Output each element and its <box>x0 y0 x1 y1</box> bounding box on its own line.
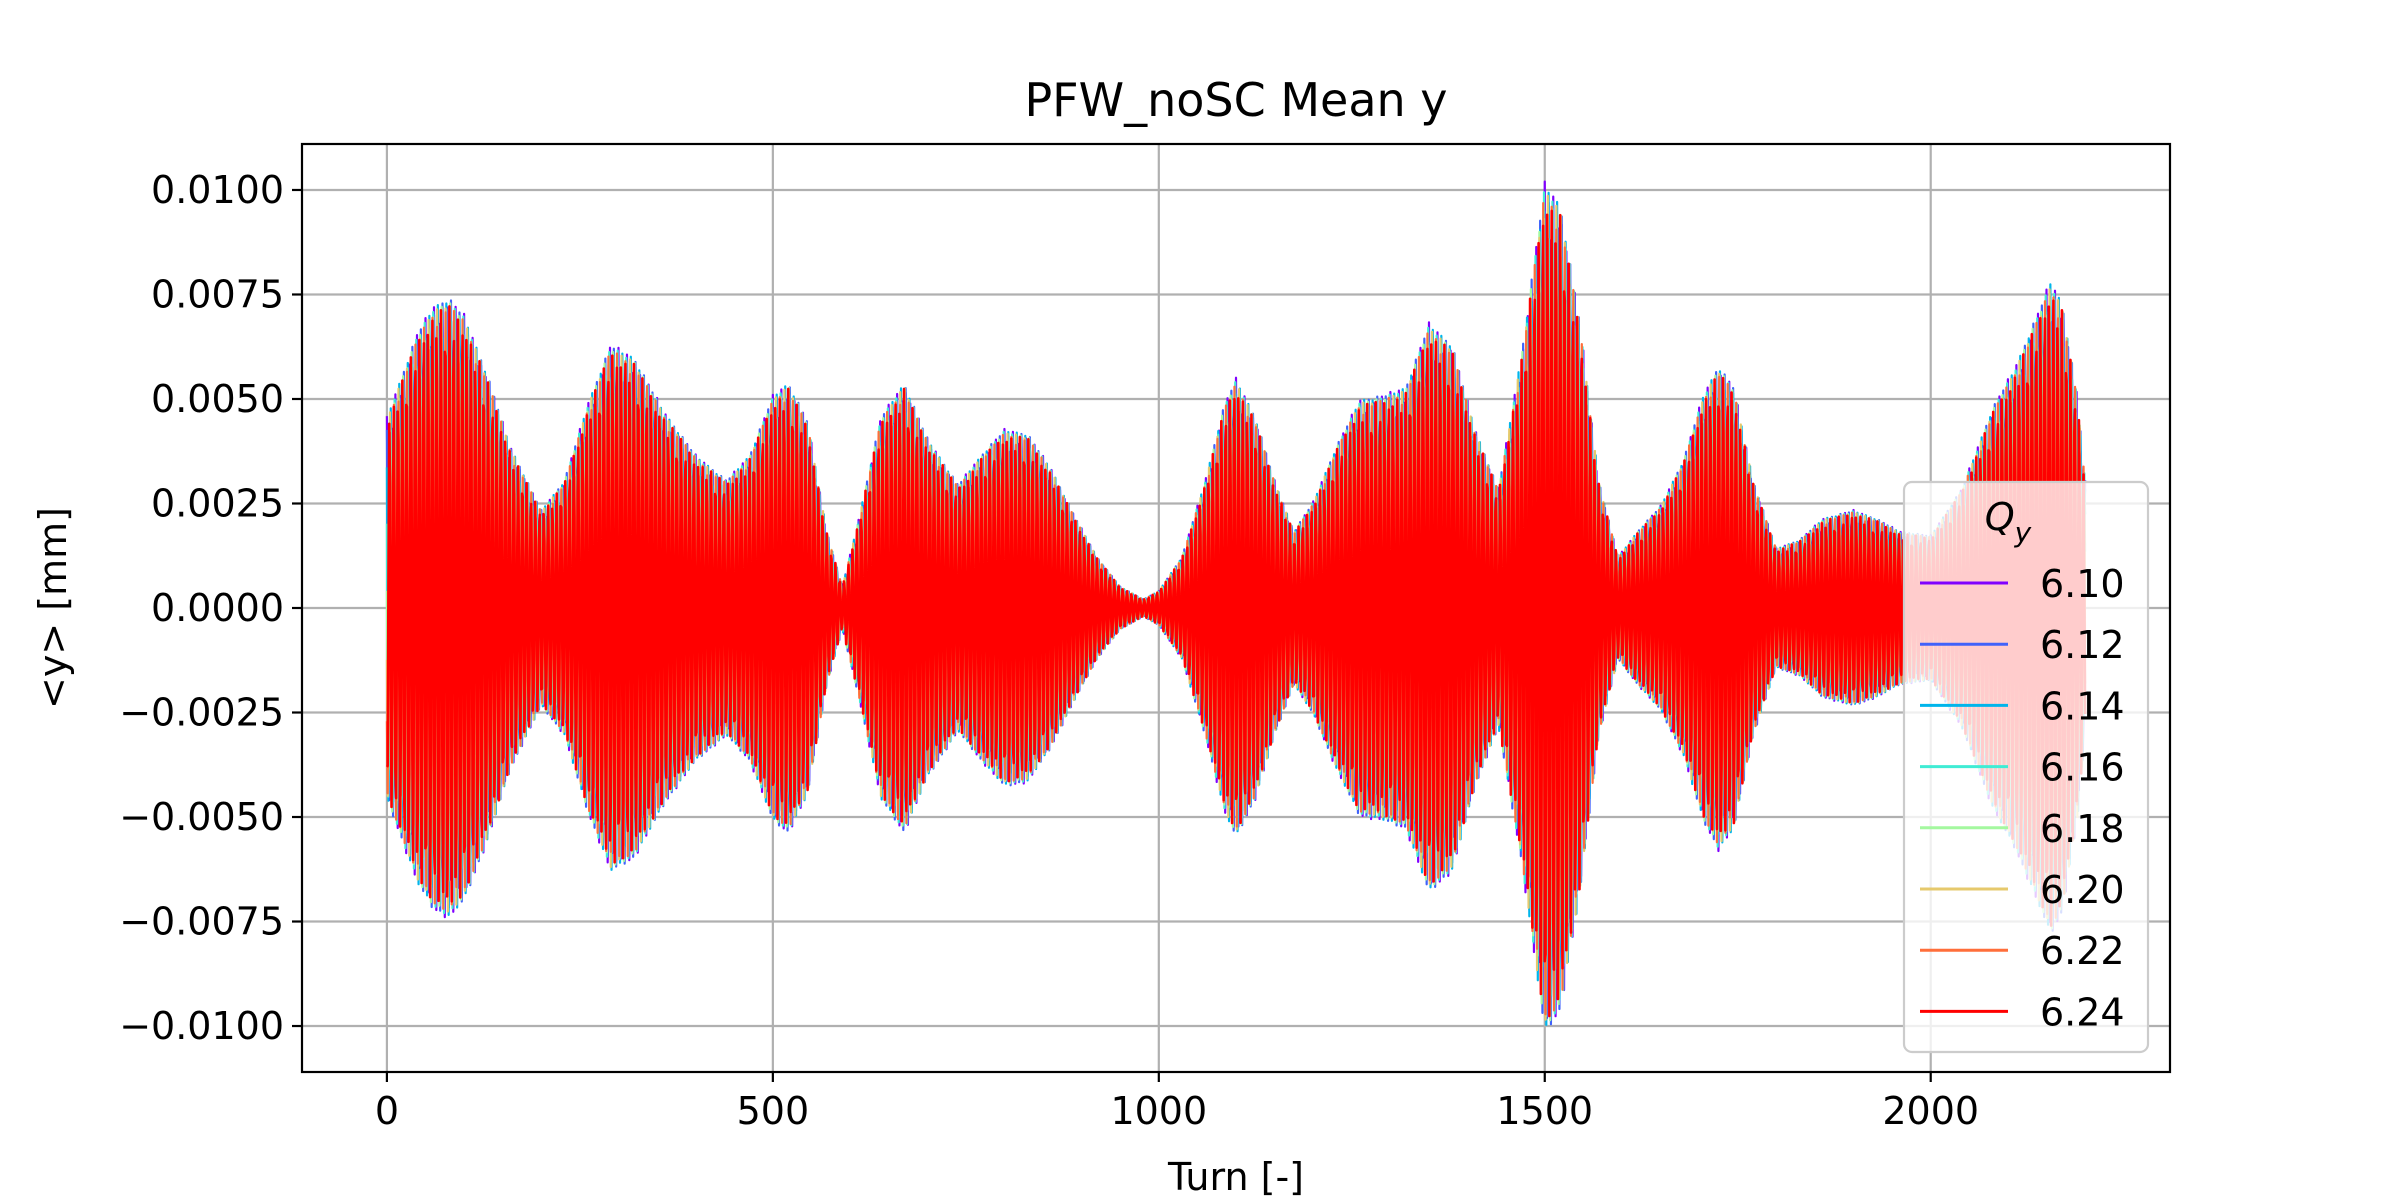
series-group <box>385 180 2087 1026</box>
legend-label: 6.22 <box>2040 929 2125 973</box>
y-tick-label: 0.0050 <box>151 377 284 421</box>
x-axis-label: Turn [-] <box>1167 1155 1304 1199</box>
legend-label: 6.10 <box>2040 562 2125 606</box>
x-tick-label: 1500 <box>1496 1089 1593 1133</box>
legend: Qy 6.10 6.12 6.14 6.16 6.18 6.20 6.22 6.24 <box>1902 480 2150 1054</box>
legend-entries: 6.10 6.12 6.14 6.16 6.18 6.20 6.22 6.24 <box>1920 562 2125 1034</box>
y-tick-label: −0.0025 <box>119 691 284 735</box>
x-axis: 0 500 1000 1500 2000 <box>375 1072 1979 1133</box>
x-tick-label: 2000 <box>1882 1089 1979 1133</box>
legend-title-main: Q <box>1985 495 2015 539</box>
y-axis: 0.0100 0.0075 0.0050 0.0025 0.0000 −0.0025 −0.… <box>119 168 302 1048</box>
y-axis-label: <y> [mm] <box>31 507 75 709</box>
y-tick-label: 0.0100 <box>151 168 284 212</box>
legend-label: 6.16 <box>2040 746 2125 790</box>
y-tick-label: 0.0000 <box>151 586 284 630</box>
chart-title: PFW_noSC Mean y <box>1024 73 1447 127</box>
legend-label: 6.12 <box>2040 623 2125 667</box>
legend-label: 6.14 <box>2040 684 2125 728</box>
legend-label: 6.20 <box>2040 868 2125 912</box>
x-tick-label: 0 <box>375 1089 399 1133</box>
x-tick-label: 500 <box>737 1089 810 1133</box>
legend-box <box>1902 480 2150 1054</box>
x-tick-label: 1000 <box>1110 1089 1207 1133</box>
y-tick-label: 0.0025 <box>151 481 284 525</box>
legend-title-sub: y <box>2014 516 2032 549</box>
y-tick-label: 0.0075 <box>151 272 284 316</box>
y-tick-label: −0.0075 <box>119 900 284 944</box>
y-tick-label: −0.0050 <box>119 795 284 839</box>
legend-title: Qy <box>1985 495 2032 549</box>
series-line-6-24 <box>385 209 2087 1018</box>
legend-label: 6.18 <box>2040 807 2125 851</box>
y-tick-label: −0.0100 <box>119 1004 284 1048</box>
legend-label: 6.24 <box>2040 990 2125 1034</box>
